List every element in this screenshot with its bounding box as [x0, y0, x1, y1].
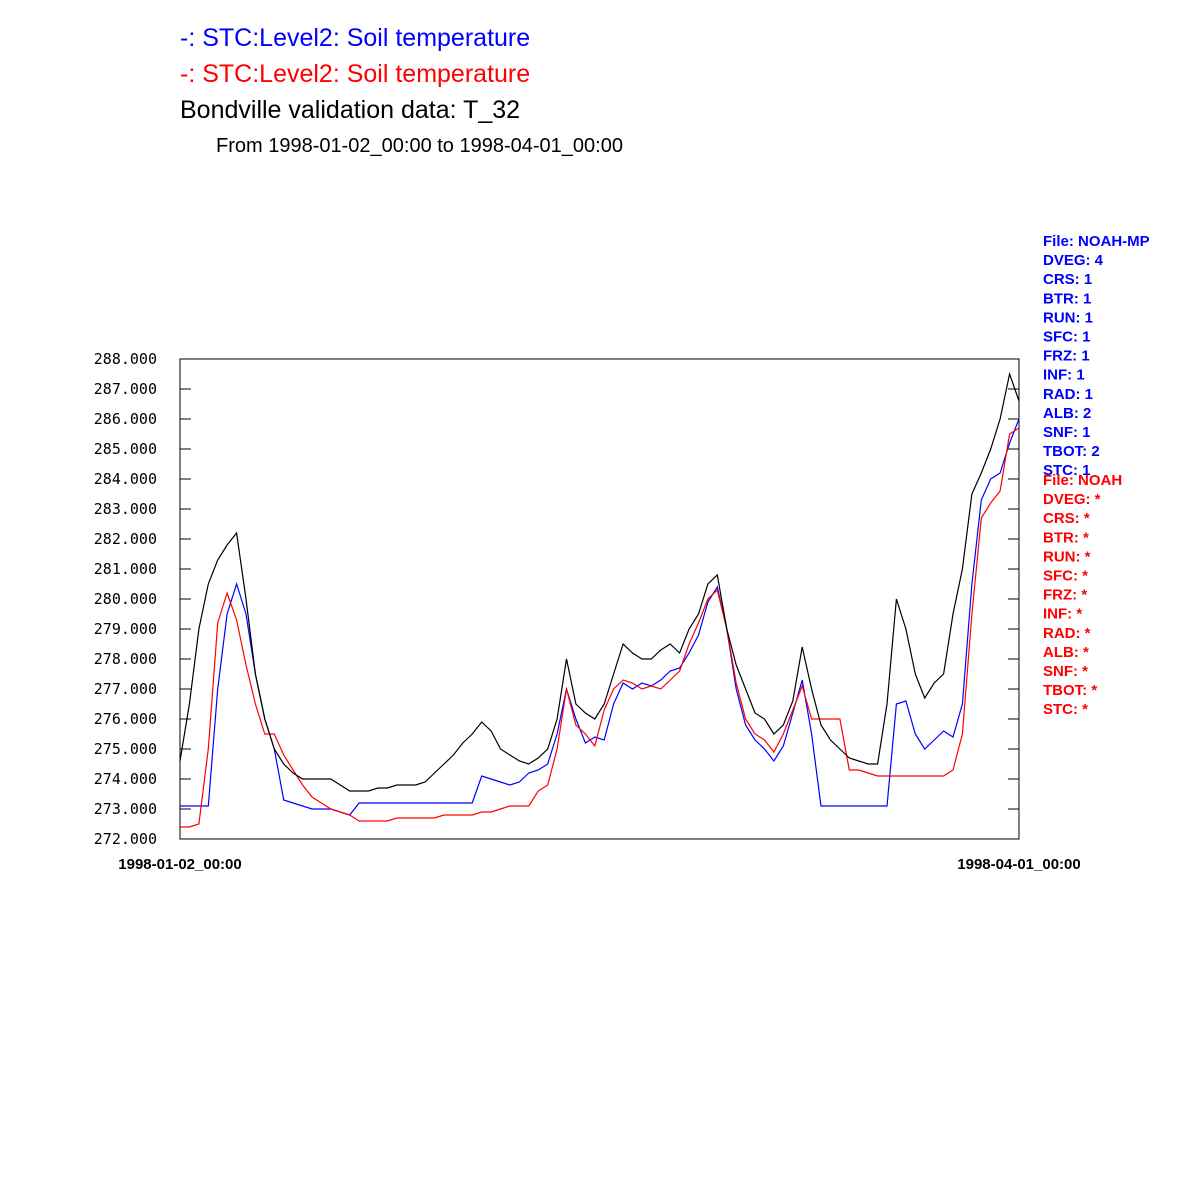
run-setting: BTR: 1: [1043, 290, 1091, 307]
run-setting: RAD: *: [1043, 625, 1091, 642]
run-setting: FRZ: *: [1043, 587, 1087, 604]
run-setting: TBOT: 2: [1043, 443, 1100, 460]
y-tick-label: 286.000: [94, 410, 157, 428]
y-tick-label: 281.000: [94, 560, 157, 578]
legend-entry: -: STC:Level2: Soil temperature: [180, 60, 530, 88]
run-setting: SNF: *: [1043, 663, 1088, 680]
run-setting: SFC: *: [1043, 568, 1088, 585]
series-line: [179, 371, 1020, 792]
run-setting: RUN: *: [1043, 548, 1091, 565]
run-setting: INF: *: [1043, 606, 1082, 623]
y-tick-label: 272.000: [94, 830, 157, 848]
run-setting: File: NOAH-MP: [1043, 233, 1150, 250]
y-tick-label: 279.000: [94, 620, 157, 638]
run-setting: ALB: *: [1043, 644, 1089, 661]
run-setting: SFC: 1: [1043, 329, 1091, 346]
y-tick-label: 280.000: [94, 590, 157, 608]
run-setting: BTR: *: [1043, 529, 1089, 546]
y-tick-label: 277.000: [94, 680, 157, 698]
run-setting: DVEG: *: [1043, 491, 1101, 508]
y-tick-label: 278.000: [94, 650, 157, 668]
y-tick-label: 274.000: [94, 770, 157, 788]
chart-subtitle: From 1998-01-02_00:00 to 1998-04-01_00:0…: [216, 135, 623, 157]
y-tick-label: 285.000: [94, 440, 157, 458]
run-setting: File: NOAH: [1043, 472, 1122, 489]
y-tick-label: 283.000: [94, 500, 157, 518]
series-line: [180, 427, 1020, 828]
series-line: [180, 418, 1020, 816]
y-tick-label: 282.000: [94, 530, 157, 548]
run-setting: DVEG: 4: [1043, 252, 1104, 269]
y-tick-label: 275.000: [94, 740, 157, 758]
x-tick-label: 1998-04-01_00:00: [957, 856, 1080, 873]
x-tick-label: 1998-01-02_00:00: [118, 856, 241, 873]
run-setting: STC: *: [1043, 701, 1088, 718]
run-setting: ALB: 2: [1043, 405, 1091, 422]
run-setting: RAD: 1: [1043, 386, 1093, 403]
run-setting: CRS: *: [1043, 510, 1090, 527]
run-setting: FRZ: 1: [1043, 348, 1090, 365]
run-setting: INF: 1: [1043, 367, 1085, 384]
y-tick-label: 276.000: [94, 710, 157, 728]
y-tick-label: 287.000: [94, 380, 157, 398]
legend-entry: -: STC:Level2: Soil temperature: [180, 24, 530, 52]
y-tick-label: 288.000: [94, 350, 157, 368]
run-setting: STC: 1: [1043, 462, 1091, 479]
y-tick-label: 273.000: [94, 800, 157, 818]
legend-entry: Bondville validation data: T_32: [180, 96, 520, 124]
run-setting: TBOT: *: [1043, 682, 1097, 699]
y-tick-label: 284.000: [94, 470, 157, 488]
run-setting: CRS: 1: [1043, 271, 1092, 288]
run-setting: SNF: 1: [1043, 424, 1091, 441]
run-setting: RUN: 1: [1043, 309, 1093, 326]
